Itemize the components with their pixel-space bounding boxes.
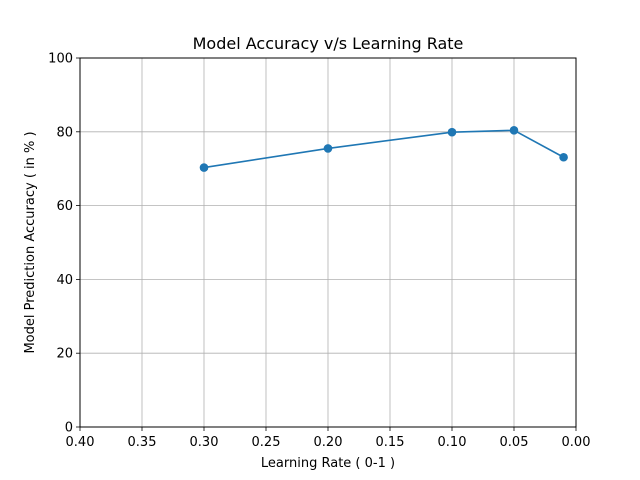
y-tick-label: 0: [65, 421, 73, 436]
x-tick-label: 0.10: [438, 435, 467, 450]
y-axis-label: Model Prediction Accuracy ( in % ): [23, 131, 38, 353]
x-tick-label: 0.15: [376, 435, 405, 450]
x-tick-label: 0.25: [252, 435, 281, 450]
data-point: [509, 126, 519, 135]
y-tick-label: 40: [56, 273, 73, 288]
data-point: [447, 127, 457, 137]
x-tick-label: 0.05: [500, 435, 529, 450]
y-tick-label: 60: [56, 199, 73, 214]
y-tick-label: 100: [48, 52, 73, 67]
x-tick-label: 0.30: [190, 435, 219, 450]
chart-title: Model Accuracy v/s Learning Rate: [193, 34, 464, 53]
y-tick-label: 80: [56, 125, 73, 140]
data-point: [559, 152, 568, 162]
grid: [79, 57, 577, 428]
x-tick-label: 0.40: [66, 435, 95, 450]
x-tick-label: 0.20: [314, 435, 343, 450]
data-point: [323, 144, 333, 153]
data-point: [199, 163, 209, 172]
y-tick-label: 20: [56, 347, 73, 362]
x-tick-label: 0.35: [128, 435, 157, 450]
ticks: 0.40 0.35 0.30 0.25 0.20 0.15 0.10 0.05 0.00 0 20 4…: [48, 52, 590, 451]
x-tick-label: 0.00: [562, 435, 591, 450]
x-axis-label: Learning Rate ( 0-1 ): [261, 456, 395, 471]
series-layer: [199, 126, 568, 172]
